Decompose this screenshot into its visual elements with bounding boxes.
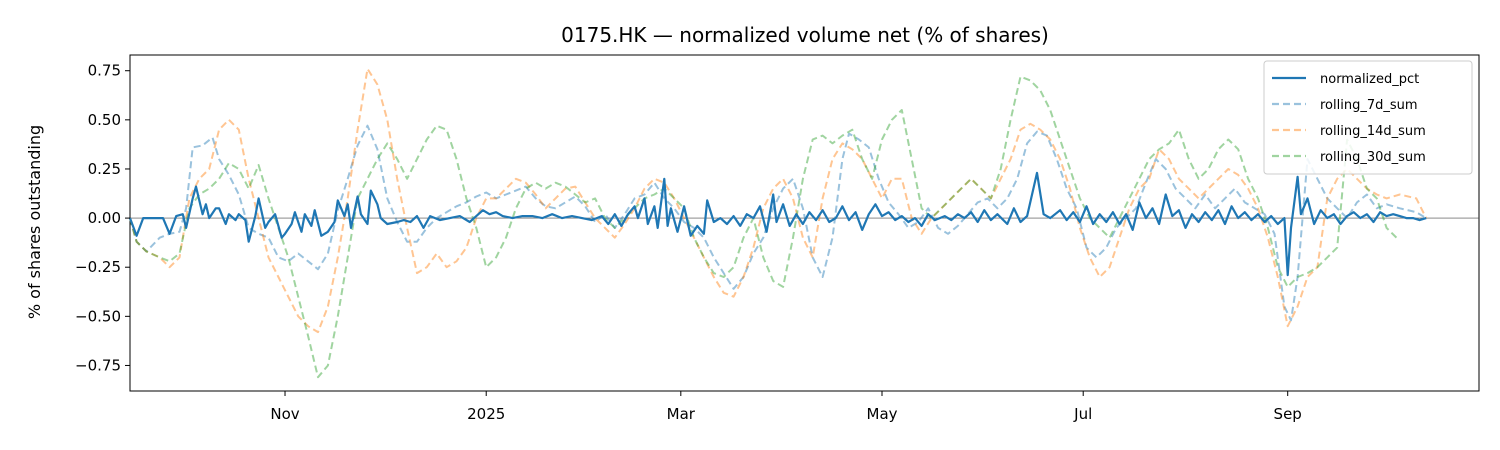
series-line-rolling-14d-sum — [129, 67, 1428, 334]
legend: normalized_pct rolling_7d_sum rolling_14d_… — [1263, 60, 1473, 175]
legend-label: normalized_pct — [1320, 72, 1419, 87]
series-line-rolling-30d-sum — [129, 75, 1398, 379]
series-line-normalized-pct — [128, 171, 1427, 277]
x-tick-label: May — [867, 405, 898, 423]
legend-box — [1263, 60, 1473, 175]
x-tick-label: Jul — [1073, 405, 1092, 423]
x-tick-label: Mar — [667, 405, 696, 423]
x-tick-label: Sep — [1274, 405, 1302, 423]
y-tick-label: −0.50 — [75, 307, 121, 325]
x-tick-label: 2025 — [467, 405, 505, 423]
legend-label: rolling_7d_sum — [1320, 98, 1418, 113]
y-tick-label: −0.25 — [75, 258, 121, 276]
legend-label: rolling_14d_sum — [1320, 124, 1426, 139]
legend-label: rolling_30d_sum — [1320, 150, 1426, 165]
y-tick-label: 0.25 — [88, 160, 121, 178]
y-axis-label: % of shares outstanding — [25, 125, 44, 319]
y-tick-label: −0.75 — [75, 356, 121, 374]
y-tick-label: 0.75 — [88, 62, 121, 80]
y-axis: 0.75 0.50 0.25 0.00 −0.25 −0.50 −0.75 — [75, 62, 130, 374]
y-tick-label: 0.50 — [88, 111, 121, 129]
x-axis: Nov 2025 Mar May Jul Sep — [270, 391, 1302, 423]
series-group — [128, 67, 1428, 379]
x-tick-label: Nov — [270, 405, 299, 423]
chart-title: 0175.HK — normalized volume net (% of sh… — [561, 23, 1049, 47]
plot-frame — [129, 54, 1480, 392]
y-tick-label: 0.00 — [88, 209, 121, 227]
series-line-rolling-7d-sum — [129, 124, 1427, 322]
